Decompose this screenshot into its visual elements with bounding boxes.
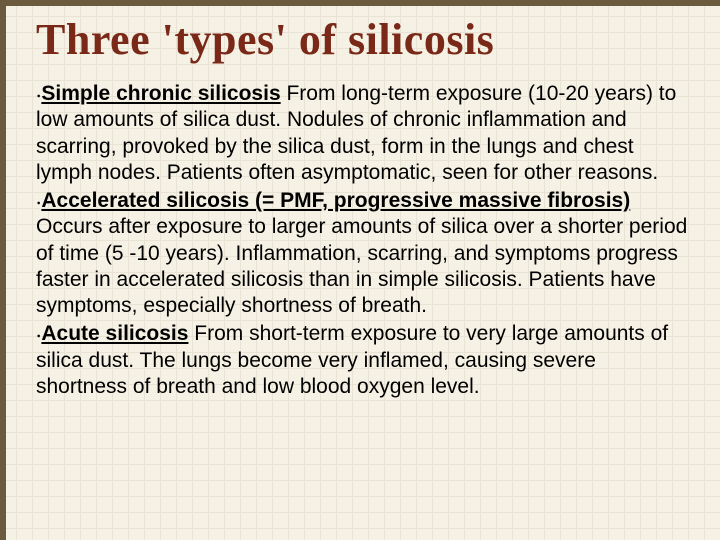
list-item: ⸳Acute silicosis From short-term exposur… <box>36 321 690 400</box>
item-lead: Simple chronic silicosis <box>41 82 280 105</box>
item-lead: Acute silicosis <box>41 322 188 345</box>
accent-border-left <box>0 0 6 540</box>
list-item: ⸳Simple chronic silicosis From long-term… <box>36 81 690 186</box>
accent-border-top <box>0 0 720 6</box>
bullet-list: ⸳Simple chronic silicosis From long-term… <box>36 81 690 400</box>
item-lead: Accelerated silicosis (= PMF, progressiv… <box>41 189 630 212</box>
slide-title: Three 'types' of silicosis <box>36 14 690 65</box>
list-item: ⸳Accelerated silicosis (= PMF, progressi… <box>36 188 690 319</box>
item-body: Occurs after exposure to larger amounts … <box>36 215 687 317</box>
slide-content: Three 'types' of silicosis ⸳Simple chron… <box>0 0 720 422</box>
